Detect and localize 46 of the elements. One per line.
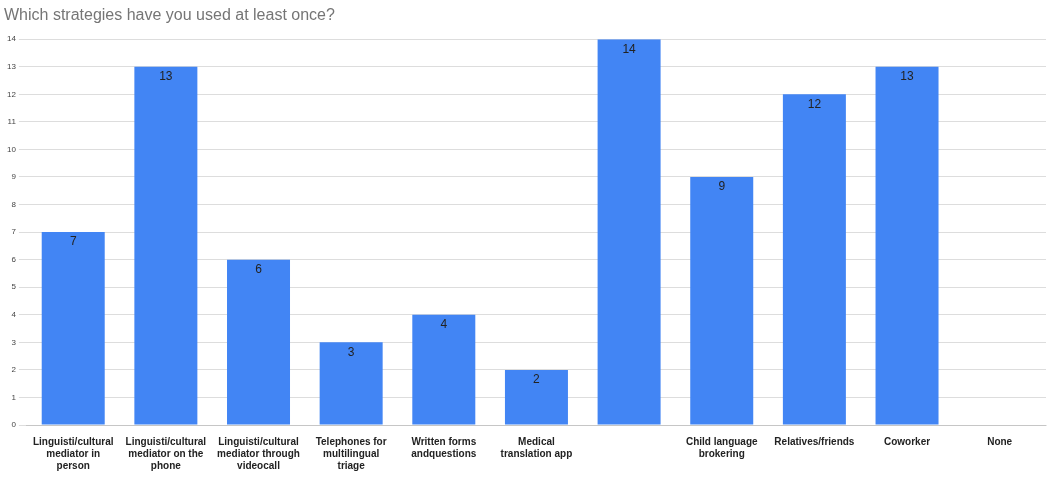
y-tick-label: 7 xyxy=(11,227,17,237)
x-tick-label: Coworker xyxy=(883,435,931,447)
bar xyxy=(597,39,661,425)
x-tick-label: Telephones for multilingual triage xyxy=(315,435,387,471)
y-tick-label: 5 xyxy=(11,282,17,292)
y-tick-label: 6 xyxy=(11,254,17,264)
bar xyxy=(504,369,568,425)
data-label: 13 xyxy=(900,69,915,84)
y-tick-label: 13 xyxy=(6,61,17,71)
x-tick-label: Relatives/friends xyxy=(774,435,855,447)
data-label: 13 xyxy=(159,69,173,84)
bar xyxy=(319,342,383,425)
data-label: 2 xyxy=(533,372,541,387)
x-tick-label: Written forms andquestions xyxy=(411,435,477,459)
y-tick-label: 3 xyxy=(11,337,17,347)
bar xyxy=(782,94,846,425)
chart-title: Which strategies have you used at least once? xyxy=(4,6,335,24)
bar xyxy=(134,66,198,425)
bar xyxy=(412,314,476,425)
data-label: 14 xyxy=(622,41,637,56)
data-label: 7 xyxy=(69,234,77,249)
data-label: 6 xyxy=(255,261,263,276)
data-label: 12 xyxy=(807,96,822,111)
x-tick-label: Linguisti/cultural mediator in person xyxy=(32,435,114,471)
y-tick-label: 14 xyxy=(6,34,17,44)
y-tick-label: 4 xyxy=(11,309,17,319)
y-tick-label: 12 xyxy=(6,89,17,99)
data-label: 4 xyxy=(440,317,448,332)
y-tick-label: 11 xyxy=(7,117,17,127)
x-tick-label: Linguisti/cultural mediator through videocall xyxy=(217,435,300,471)
y-tick-label: 0 xyxy=(11,420,17,430)
y-tick-label: 2 xyxy=(11,365,17,375)
bar xyxy=(41,232,105,425)
y-tick-label: 1 xyxy=(11,392,17,402)
y-tick-label: 8 xyxy=(11,199,17,209)
x-tick-label: None xyxy=(987,435,1013,447)
data-label: 3 xyxy=(347,344,355,359)
x-tick-label: Medical translation app xyxy=(500,435,573,459)
bar xyxy=(227,259,291,425)
bar xyxy=(690,176,754,425)
data-label: 9 xyxy=(718,179,726,194)
y-tick-label: 9 xyxy=(11,172,17,182)
y-tick-label: 10 xyxy=(6,144,17,154)
x-tick-label: Linguisti/cultural mediator on the phone xyxy=(125,435,207,471)
x-tick-label: Child language brokering xyxy=(685,435,759,459)
bar xyxy=(875,66,939,425)
